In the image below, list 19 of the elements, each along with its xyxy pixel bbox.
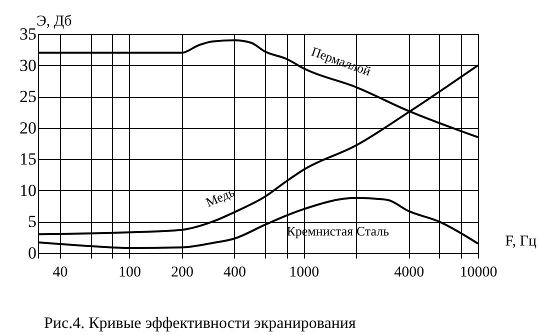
x-tick-label: 4000 <box>394 264 424 280</box>
text: Медь <box>204 184 237 210</box>
y-tick-label: 5 <box>28 212 36 232</box>
y-tick-label: 25 <box>20 87 36 106</box>
x-axis-title: F, Гц <box>505 234 536 250</box>
x-tick-label: 10000 <box>460 264 498 280</box>
y-tick-label: 15 <box>20 150 36 169</box>
text: Рис.4. Кривые эффективности экранирования <box>44 315 356 332</box>
x-tick-label: 400 <box>223 264 246 280</box>
x-tick-label: 100 <box>118 264 141 280</box>
y-tick-label: 0 <box>28 244 36 262</box>
x-tick-label: 40 <box>52 264 68 280</box>
x-tick-label: 200 <box>170 264 194 280</box>
y-tick-label: 35 <box>20 24 36 44</box>
y-tick-label: 10 <box>20 180 36 200</box>
x-tick-label: 1000 <box>289 264 320 280</box>
y-tick-label: 20 <box>20 118 36 138</box>
y-axis-title: Э, Дб <box>36 14 72 30</box>
y-tick-label: 30 <box>20 56 36 75</box>
